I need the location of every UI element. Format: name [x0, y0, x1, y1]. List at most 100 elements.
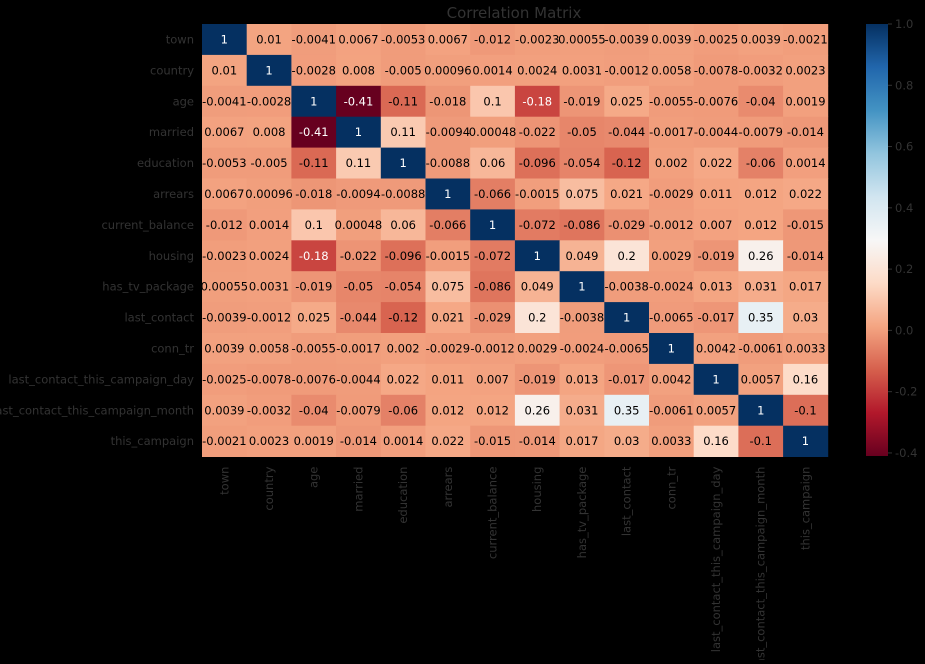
cell-annotation: -0.06	[388, 403, 418, 417]
cell-annotation: 0.00055	[558, 32, 606, 46]
x-tick-label: housing	[530, 467, 544, 512]
cell-annotation: 1	[310, 94, 317, 108]
cell-annotation: -0.0055	[649, 94, 693, 108]
y-tick-label: this_campaign	[111, 434, 194, 448]
cell-annotation: -0.0028	[292, 63, 336, 77]
cell-annotation: 0.2	[618, 249, 636, 263]
cell-annotation: 0.0033	[785, 341, 825, 355]
cell-annotation: 1	[399, 156, 406, 170]
cell-annotation: 0.00048	[469, 125, 517, 139]
y-tick-label: last_contact_this_campaign_day	[8, 372, 194, 386]
cell-annotation: -0.019	[519, 372, 556, 386]
cell-annotation: 0.012	[431, 403, 464, 417]
cell-annotation: 0.00096	[245, 187, 293, 201]
colorbar-tick-label: 0.2	[895, 262, 913, 276]
cell-annotation: -0.0015	[426, 249, 470, 263]
cell-annotation: -0.014	[787, 249, 824, 263]
cell-annotation: 0.0014	[472, 63, 512, 77]
x-tick-label: has_tv_package	[575, 467, 589, 559]
cell-annotation: -0.04	[299, 403, 329, 417]
cell-annotation: -0.0038	[560, 311, 604, 325]
cell-annotation: -0.096	[519, 156, 556, 170]
cell-annotation: 1	[221, 32, 228, 46]
cell-annotation: 0.03	[793, 311, 819, 325]
cell-annotation: -0.0032	[739, 63, 783, 77]
colorbar-tick-label: -0.4	[895, 446, 917, 460]
colorbar-tick-label: 0.8	[895, 78, 913, 92]
cell-annotation: 0.00096	[424, 63, 472, 77]
cell-annotation: 0.0039	[204, 403, 244, 417]
cell-annotation: -0.0021	[202, 434, 246, 448]
cell-annotation: -0.017	[608, 372, 645, 386]
x-tick-label: last_contact_this_campaign_day	[709, 466, 723, 652]
cell-annotation: 0.0039	[204, 341, 244, 355]
cell-annotation: 0.075	[431, 280, 464, 294]
cell-annotation: 0.06	[480, 156, 506, 170]
cell-annotation: -0.0025	[202, 372, 246, 386]
cell-annotation: -0.0012	[247, 311, 291, 325]
cell-annotation: -0.0032	[247, 403, 291, 417]
y-tick-label: education	[137, 156, 194, 170]
cell-annotation: 0.022	[789, 187, 822, 201]
cell-annotation: -0.012	[206, 218, 243, 232]
cell-annotation: 0.012	[744, 187, 777, 201]
cell-annotation: -0.0024	[649, 280, 693, 294]
cell-annotation: -0.072	[474, 249, 511, 263]
cell-annotation: -0.06	[746, 156, 776, 170]
cell-annotation: -0.18	[299, 249, 329, 263]
cell-annotation: 0.008	[342, 63, 375, 77]
cell-annotation: -0.054	[385, 280, 422, 294]
cell-annotation: -0.0065	[649, 311, 693, 325]
cell-annotation: 0.0029	[517, 341, 557, 355]
y-tick-label: town	[166, 32, 194, 46]
colorbar-tick-label: -0.2	[895, 385, 917, 399]
cell-annotation: 0.06	[390, 218, 416, 232]
cell-annotation: 0.0039	[651, 32, 691, 46]
cell-annotation: 0.0067	[338, 32, 378, 46]
cell-annotation: 0.022	[431, 434, 464, 448]
x-tick-label: last_contact	[620, 466, 634, 536]
cell-annotation: -0.014	[340, 434, 377, 448]
cell-annotation: 0.017	[565, 434, 598, 448]
cell-annotation: 0.2	[528, 311, 546, 325]
cell-annotation: 0.025	[610, 94, 643, 108]
cell-annotation: 0.031	[565, 403, 598, 417]
cell-annotation: 0.26	[748, 249, 774, 263]
cell-annotation: 0.002	[387, 341, 420, 355]
cell-annotation: -0.0079	[739, 125, 783, 139]
cell-annotation: 0.017	[789, 280, 822, 294]
cell-annotation: -0.054	[563, 156, 600, 170]
x-tick-label: last_contact_this_campaign_month	[754, 467, 768, 660]
cell-annotation: 0.0019	[294, 434, 334, 448]
cell-annotation: -0.0025	[694, 32, 738, 46]
cell-annotation: 0.1	[305, 218, 323, 232]
cell-annotation: -0.0023	[202, 249, 246, 263]
colorbar-tick-label: 0.4	[895, 201, 913, 215]
cell-annotation: -0.012	[474, 32, 511, 46]
cell-annotation: -0.018	[295, 187, 332, 201]
y-axis-labels: towncountryagemarriededucationarrearscur…	[0, 32, 194, 448]
cell-annotation: 0.011	[431, 372, 464, 386]
x-tick-label: married	[351, 467, 365, 512]
cell-annotation: 0.00048	[335, 218, 383, 232]
x-tick-label: education	[396, 467, 410, 524]
cell-annotation: 0.022	[387, 372, 420, 386]
cell-annotation: -0.017	[698, 311, 735, 325]
x-tick-label: arrears	[441, 467, 455, 508]
cell-annotation: -0.0017	[649, 125, 693, 139]
cell-annotation: -0.0028	[247, 94, 291, 108]
cell-annotation: -0.019	[563, 94, 600, 108]
cell-annotation: 0.012	[476, 403, 509, 417]
cell-annotation: -0.072	[519, 218, 556, 232]
cell-annotation: -0.019	[698, 249, 735, 263]
cell-annotation: 1	[757, 403, 764, 417]
cell-annotation: -0.018	[429, 94, 466, 108]
x-tick-label: conn_tr	[664, 466, 678, 509]
cell-annotation: -0.0029	[649, 187, 693, 201]
cell-annotation: 0.075	[565, 187, 598, 201]
cell-annotation: 0.35	[748, 311, 774, 325]
cell-annotation: -0.015	[474, 434, 511, 448]
cell-annotation: 0.0039	[741, 32, 781, 46]
cell-annotation: -0.41	[299, 125, 329, 139]
